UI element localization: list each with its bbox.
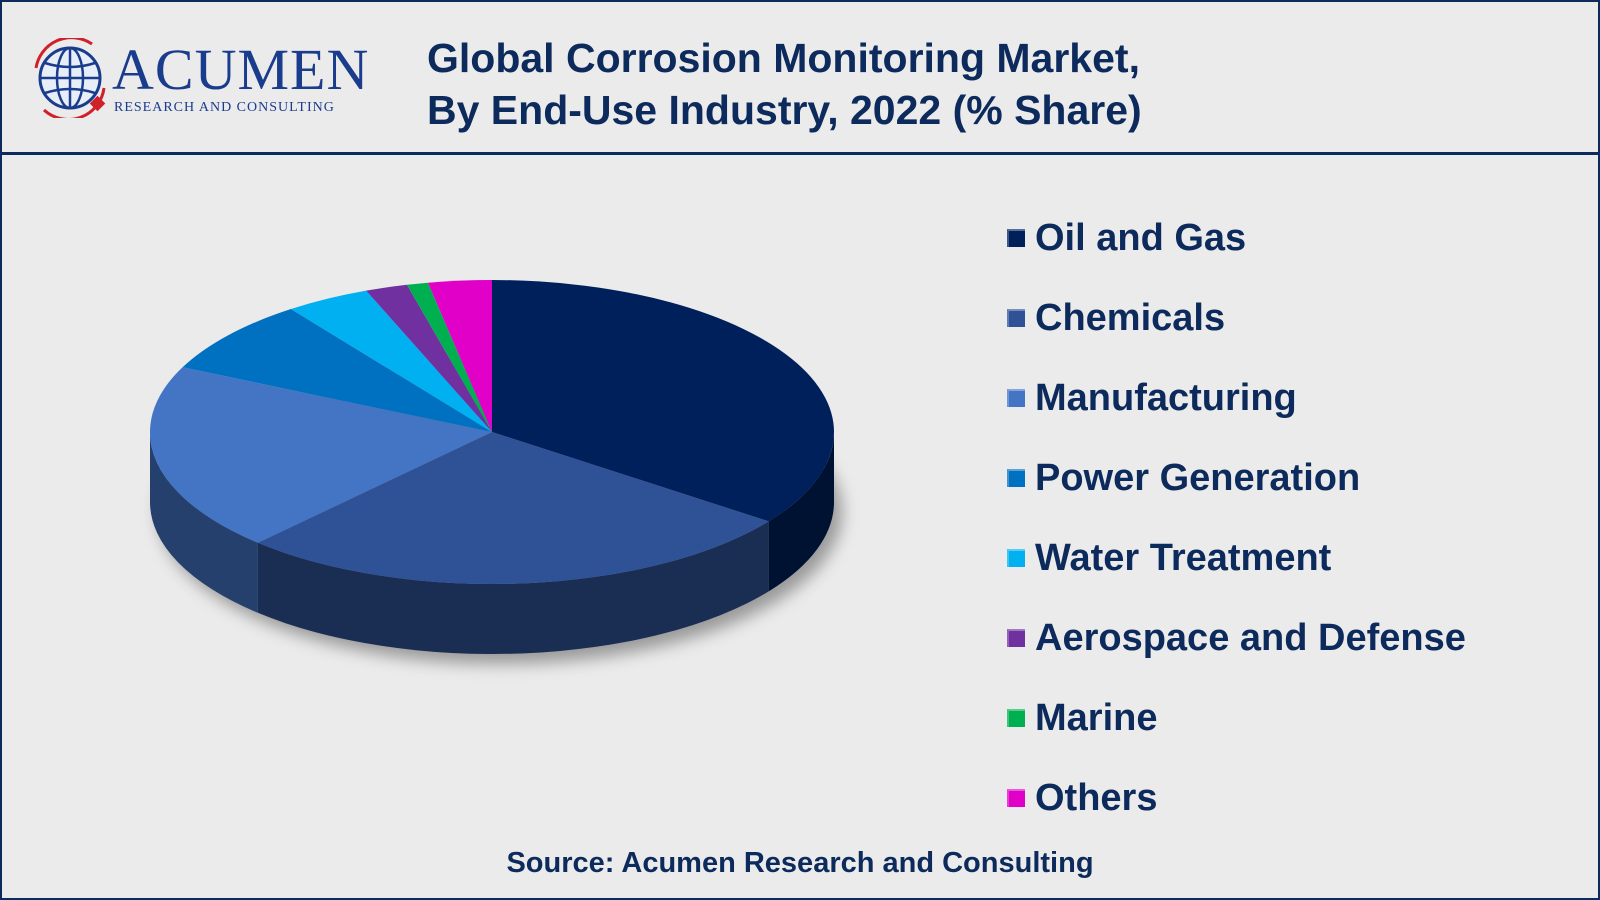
pie-top xyxy=(150,280,834,584)
legend-swatch xyxy=(1007,789,1025,807)
legend-label: Others xyxy=(1035,777,1158,819)
legend-swatch xyxy=(1007,709,1025,727)
legend-label: Oil and Gas xyxy=(1035,217,1247,259)
pie-side-walls xyxy=(150,432,834,654)
globe-icon xyxy=(34,38,106,118)
legend-label: Manufacturing xyxy=(1035,377,1297,419)
pie-slice-others xyxy=(427,280,492,432)
pie-slice-chemicals xyxy=(257,432,769,584)
acumen-logo: ACUMEN RESEARCH AND CONSULTING xyxy=(32,38,368,118)
pie-slice-manufacturing xyxy=(150,367,493,543)
page-title: Global Corrosion Monitoring Market, By E… xyxy=(427,32,1142,136)
legend-swatch xyxy=(1007,229,1025,247)
title-line-2: By End-Use Industry, 2022 (% Share) xyxy=(427,87,1142,133)
legend-swatch xyxy=(1007,549,1025,567)
legend-label: Chemicals xyxy=(1035,297,1226,339)
legend-swatch xyxy=(1007,309,1025,327)
pie-side-chemicals xyxy=(257,521,769,654)
pie-slice-oil-and-gas xyxy=(492,280,834,522)
brand-name: ACUMEN xyxy=(112,37,370,102)
legend-swatch xyxy=(1007,469,1025,487)
pie-side-manufacturing xyxy=(150,432,258,613)
legend-label: Aerospace and Defense xyxy=(1035,617,1466,659)
legend-label: Water Treatment xyxy=(1035,537,1332,579)
pie-slice-aerospace-and-defense xyxy=(366,284,492,432)
pie-slice-water-treatment xyxy=(290,290,492,432)
header: ACUMEN RESEARCH AND CONSULTING Global Co… xyxy=(2,2,1598,155)
legend-label: Power Generation xyxy=(1035,457,1361,499)
source-note: Source: Acumen Research and Consulting xyxy=(506,847,1094,879)
pie-slice-marine xyxy=(406,282,492,432)
legend-label: Marine xyxy=(1035,697,1158,739)
pie-slice-power-generation xyxy=(182,309,493,432)
brand-tagline: RESEARCH AND CONSULTING xyxy=(114,100,335,115)
pie-chart xyxy=(150,280,842,664)
title-line-1: Global Corrosion Monitoring Market, xyxy=(427,35,1140,81)
legend-swatch xyxy=(1007,389,1025,407)
pie-side-oil-and-gas xyxy=(768,432,834,592)
legend-swatch xyxy=(1007,629,1025,647)
